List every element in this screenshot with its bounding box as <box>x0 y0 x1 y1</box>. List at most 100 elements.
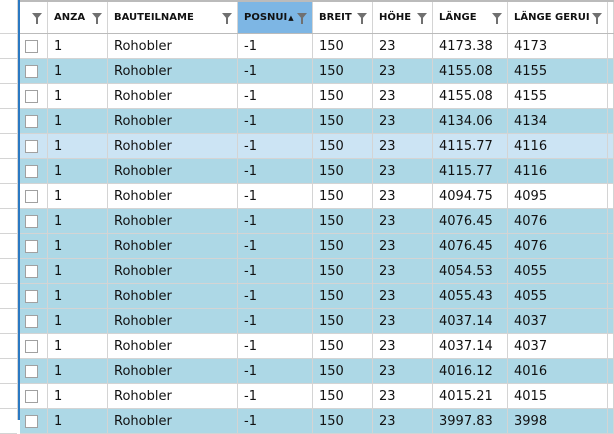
table-cell[interactable]: 150 <box>313 359 373 383</box>
table-cell[interactable]: Rohobler <box>108 134 238 158</box>
table-cell[interactable]: 150 <box>313 34 373 58</box>
table-row[interactable]: 1 Rohobler -1 150 23 3997.83 3998 <box>20 409 614 434</box>
table-cell[interactable]: Rohobler <box>108 234 238 258</box>
table-cell[interactable]: -1 <box>238 259 313 283</box>
table-cell[interactable]: 23 <box>373 234 433 258</box>
table-cell[interactable]: 150 <box>313 109 373 133</box>
table-cell[interactable]: 4155.08 <box>433 59 508 83</box>
table-cell[interactable]: 4116 <box>508 134 608 158</box>
table-cell[interactable]: Rohobler <box>108 384 238 408</box>
table-cell[interactable]: 1 <box>48 384 108 408</box>
column-header-select[interactable] <box>20 2 48 33</box>
table-cell[interactable]: Rohobler <box>108 284 238 308</box>
table-cell[interactable]: 4055 <box>508 284 608 308</box>
table-cell[interactable]: -1 <box>238 84 313 108</box>
table-cell[interactable]: 23 <box>373 409 433 433</box>
table-cell[interactable]: Rohobler <box>108 34 238 58</box>
table-cell[interactable]: 1 <box>48 259 108 283</box>
row-checkbox[interactable] <box>25 414 38 428</box>
table-cell[interactable]: 23 <box>373 259 433 283</box>
table-cell[interactable]: 23 <box>373 184 433 208</box>
table-cell[interactable]: 1 <box>48 334 108 358</box>
table-cell[interactable]: 4094.75 <box>433 184 508 208</box>
table-cell[interactable]: -1 <box>238 34 313 58</box>
table-cell[interactable]: 1 <box>48 234 108 258</box>
table-cell[interactable]: 150 <box>313 184 373 208</box>
table-cell[interactable]: 4155 <box>508 59 608 83</box>
row-checkbox[interactable] <box>25 389 38 403</box>
table-cell[interactable]: 4095 <box>508 184 608 208</box>
table-row[interactable]: 1 Rohobler -1 150 23 4055.43 4055 <box>20 284 614 309</box>
table-cell[interactable]: Rohobler <box>108 359 238 383</box>
table-cell[interactable]: 4015.21 <box>433 384 508 408</box>
table-cell[interactable]: 1 <box>48 84 108 108</box>
table-cell[interactable]: 1 <box>48 109 108 133</box>
row-checkbox[interactable] <box>25 164 38 178</box>
table-cell[interactable]: Rohobler <box>108 159 238 183</box>
table-row[interactable]: 1 Rohobler -1 150 23 4076.45 4076 <box>20 209 614 234</box>
filter-icon[interactable] <box>92 13 102 24</box>
table-cell[interactable]: Rohobler <box>108 84 238 108</box>
table-cell[interactable]: 4173.38 <box>433 34 508 58</box>
table-cell[interactable]: 150 <box>313 159 373 183</box>
table-cell[interactable]: 4076 <box>508 234 608 258</box>
table-cell[interactable]: 4076.45 <box>433 209 508 233</box>
table-cell[interactable]: -1 <box>238 234 313 258</box>
table-cell[interactable]: 4076 <box>508 209 608 233</box>
column-header-länge-gerui[interactable]: LÄNGE GERUI <box>508 2 608 33</box>
table-cell[interactable]: -1 <box>238 384 313 408</box>
table-cell[interactable]: -1 <box>238 334 313 358</box>
table-row[interactable]: 1 Rohobler -1 150 23 4037.14 4037 <box>20 334 614 359</box>
row-checkbox[interactable] <box>25 364 38 378</box>
table-row[interactable]: 1 Rohobler -1 150 23 4155.08 4155 <box>20 59 614 84</box>
table-cell[interactable]: -1 <box>238 309 313 333</box>
column-header-höhe[interactable]: HÖHE <box>373 2 433 33</box>
table-cell[interactable]: 4037 <box>508 309 608 333</box>
column-header-breit[interactable]: BREIT <box>313 2 373 33</box>
table-row[interactable]: 1 Rohobler -1 150 23 4115.77 4116 <box>20 134 614 159</box>
table-cell[interactable]: 4055 <box>508 259 608 283</box>
column-header-anza[interactable]: ANZA <box>48 2 108 33</box>
column-header-bauteilname[interactable]: BAUTEILNAME <box>108 2 238 33</box>
table-cell[interactable]: 1 <box>48 34 108 58</box>
table-cell[interactable]: 4116 <box>508 159 608 183</box>
table-cell[interactable]: 4037.14 <box>433 334 508 358</box>
filter-icon[interactable] <box>32 13 42 24</box>
table-cell[interactable]: 23 <box>373 109 433 133</box>
table-cell[interactable]: -1 <box>238 359 313 383</box>
table-cell[interactable]: 4016.12 <box>433 359 508 383</box>
row-checkbox[interactable] <box>25 89 38 103</box>
table-cell[interactable]: 150 <box>313 284 373 308</box>
table-cell[interactable]: 1 <box>48 134 108 158</box>
table-cell[interactable]: 150 <box>313 59 373 83</box>
table-cell[interactable]: 1 <box>48 209 108 233</box>
table-cell[interactable]: 4115.77 <box>433 134 508 158</box>
table-cell[interactable]: Rohobler <box>108 409 238 433</box>
table-cell[interactable]: 4076.45 <box>433 234 508 258</box>
table-cell[interactable]: -1 <box>238 159 313 183</box>
table-cell[interactable]: 23 <box>373 34 433 58</box>
table-row[interactable]: 1 Rohobler -1 150 23 4115.77 4116 <box>20 159 614 184</box>
table-cell[interactable]: 4037.14 <box>433 309 508 333</box>
row-checkbox[interactable] <box>25 289 38 303</box>
filter-icon[interactable] <box>297 13 307 24</box>
row-checkbox[interactable] <box>25 239 38 253</box>
table-cell[interactable]: 4055.43 <box>433 284 508 308</box>
table-cell[interactable]: Rohobler <box>108 109 238 133</box>
column-header-posnui[interactable]: POSNUI ▲ <box>238 2 313 33</box>
table-cell[interactable]: -1 <box>238 59 313 83</box>
table-cell[interactable]: 23 <box>373 59 433 83</box>
table-cell[interactable]: 23 <box>373 209 433 233</box>
table-cell[interactable]: 4134 <box>508 109 608 133</box>
filter-icon[interactable] <box>592 13 602 24</box>
table-cell[interactable]: 150 <box>313 334 373 358</box>
table-cell[interactable]: 23 <box>373 384 433 408</box>
table-cell[interactable]: 1 <box>48 359 108 383</box>
table-row[interactable]: 1 Rohobler -1 150 23 4076.45 4076 <box>20 234 614 259</box>
table-cell[interactable]: 3997.83 <box>433 409 508 433</box>
table-cell[interactable]: Rohobler <box>108 209 238 233</box>
table-row[interactable]: 1 Rohobler -1 150 23 4037.14 4037 <box>20 309 614 334</box>
row-checkbox[interactable] <box>25 189 38 203</box>
table-cell[interactable]: -1 <box>238 284 313 308</box>
table-cell[interactable]: 150 <box>313 259 373 283</box>
